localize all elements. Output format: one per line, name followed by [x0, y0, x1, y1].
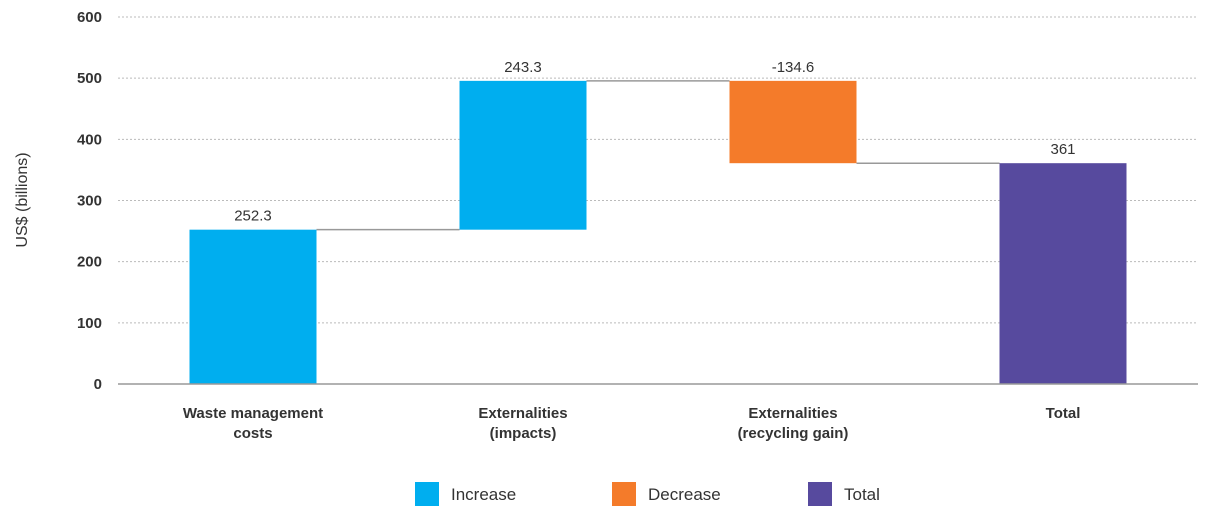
connector-lines [316, 80, 1000, 231]
y-tick-label: 0 [94, 376, 102, 393]
legend-swatch-decrease [612, 482, 636, 506]
category-labels: Waste management costs Externalities (impac… [183, 405, 1081, 442]
y-tick-label: 200 [77, 254, 102, 271]
y-tick-label: 500 [77, 70, 102, 87]
legend-label: Decrease [648, 485, 721, 504]
bar-increase [189, 229, 317, 384]
data-label: 243.3 [504, 59, 542, 76]
data-label: 361 [1050, 141, 1075, 158]
bar-decrease [729, 80, 857, 164]
category-label-line: Total [1046, 405, 1081, 422]
category-label: Total [1046, 405, 1081, 422]
bar-total [999, 163, 1127, 384]
category-label-line: Waste management [183, 405, 323, 422]
data-label: -134.6 [772, 59, 815, 76]
category-label: Externalities (impacts) [478, 405, 567, 442]
category-label-line: Externalities [478, 405, 567, 422]
legend-swatch-total [808, 482, 832, 506]
category-label-line: (recycling gain) [738, 425, 849, 442]
y-tick-label: 400 [77, 131, 102, 148]
y-tick-label: 300 [77, 193, 102, 210]
category-label-line: (impacts) [490, 425, 557, 442]
legend-swatch-increase [415, 482, 439, 506]
data-labels: 252.3 243.3 -134.6 361 [234, 59, 1075, 225]
category-label-line: costs [233, 425, 272, 442]
y-axis-ticks: 0 100 200 300 400 500 600 [77, 9, 102, 393]
y-tick-label: 100 [77, 315, 102, 332]
legend-label: Total [844, 485, 880, 504]
category-label-line: Externalities [748, 405, 837, 422]
bar-increase [459, 80, 587, 230]
legend-label: Increase [451, 485, 516, 504]
legend: Increase Decrease Total [415, 482, 880, 506]
category-label: Externalities (recycling gain) [738, 405, 849, 442]
y-axis-label: US$ (billions) [14, 152, 31, 247]
bars [189, 80, 1127, 384]
category-label: Waste management costs [183, 405, 323, 442]
data-label: 252.3 [234, 208, 272, 225]
y-tick-label: 600 [77, 9, 102, 26]
